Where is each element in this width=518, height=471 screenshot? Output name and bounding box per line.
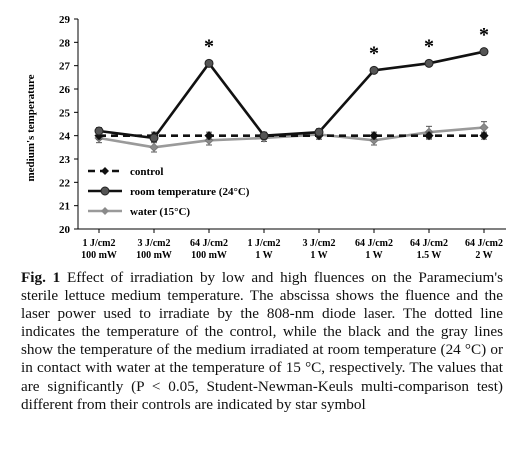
y-axis-label-group: medium's temperature — [25, 74, 37, 181]
y-tick-label: 29 — [59, 14, 71, 26]
legend-label: water (15°C) — [130, 206, 190, 218]
data-point — [149, 133, 159, 143]
data-point — [479, 47, 489, 57]
significance-star: * — [369, 43, 379, 65]
y-tick-label: 23 — [59, 154, 71, 166]
data-point — [479, 131, 489, 141]
x-tick-label: 1 J/cm2 1 W — [247, 238, 280, 261]
x-tick-label-line: 1.5 W — [417, 250, 442, 261]
legend-label: room temperature (24°C) — [130, 186, 250, 198]
data-point — [94, 126, 104, 136]
legend-item: water (15°C) — [88, 206, 190, 218]
y-tick-label: 21 — [59, 201, 70, 213]
data-point — [424, 131, 434, 141]
x-tick-label: 3 J/cm2 1 W — [302, 238, 335, 261]
significance-star: * — [424, 36, 434, 58]
data-point — [479, 122, 489, 133]
y-tick-label: 26 — [59, 84, 71, 96]
x-tick-label: 3 J/cm2 100 mW — [136, 238, 172, 261]
x-tick-label-line: 1 J/cm2 — [247, 238, 280, 249]
significance-star: * — [204, 36, 214, 58]
y-tick-label: 28 — [59, 37, 71, 49]
x-tick-label: 64 J/cm2 2 W — [465, 238, 503, 261]
legend-marker — [100, 186, 110, 196]
legend-marker — [101, 207, 109, 215]
significance-star: * — [479, 24, 489, 46]
x-tick-label-line: 64 J/cm2 — [190, 238, 228, 249]
x-tick-label-line: 100 mW — [136, 250, 172, 261]
caption-text: Effect of irradiation by low and high fl… — [21, 269, 503, 413]
y-tick-label: 25 — [59, 107, 71, 119]
x-tick-label: 64 J/cm2 100 mW — [190, 238, 228, 261]
data-point — [369, 131, 379, 141]
series-1 — [94, 47, 489, 143]
data-point — [204, 58, 214, 68]
figure-caption: Fig. 1 Effect of irradiation by low and … — [21, 269, 503, 414]
x-tick-label-line: 64 J/cm2 — [465, 238, 503, 249]
legend-item: room temperature (24°C) — [88, 186, 250, 198]
legend-item: control — [88, 166, 163, 178]
x-tick-label-line: 100 mW — [191, 250, 227, 261]
y-tick-label: 24 — [59, 131, 71, 143]
x-tick-label-line: 1 W — [255, 250, 272, 261]
y-tick-label: 20 — [59, 224, 71, 236]
chart-legend: control room temperature (24°C) water (15°… — [88, 166, 250, 218]
series-line — [98, 50, 485, 140]
legend-label: control — [130, 166, 163, 178]
y-tick-label: 22 — [59, 177, 71, 189]
data-point — [369, 65, 379, 75]
chart-plot-area: * * * * — [94, 24, 489, 153]
data-point — [314, 127, 324, 137]
x-tick-label-line: 1 W — [365, 250, 382, 261]
x-tick-label-line: 100 mW — [81, 250, 117, 261]
caption-label: Fig. 1 — [21, 269, 61, 286]
x-tick-label-line: 1 J/cm2 — [82, 238, 115, 249]
x-tick-label: 64 J/cm2 1 W — [355, 238, 393, 261]
x-tick-label: 64 J/cm2 1.5 W — [410, 238, 448, 261]
x-tick-label-line: 64 J/cm2 — [410, 238, 448, 249]
data-point — [424, 58, 434, 68]
x-tick-label-line: 1 W — [310, 250, 327, 261]
x-tick-label-line: 3 J/cm2 — [302, 238, 335, 249]
x-tick-label-line: 2 W — [475, 250, 492, 261]
data-point — [204, 131, 214, 141]
data-point — [149, 142, 159, 152]
legend-marker — [101, 167, 109, 175]
data-point — [259, 131, 269, 141]
x-tick-label-line: 64 J/cm2 — [355, 238, 393, 249]
y-axis-label: medium's temperature — [25, 74, 37, 181]
x-tick-label: 1 J/cm2 100 mW — [81, 238, 117, 261]
y-tick-label: 27 — [59, 61, 71, 73]
x-tick-label-line: 3 J/cm2 — [137, 238, 170, 249]
